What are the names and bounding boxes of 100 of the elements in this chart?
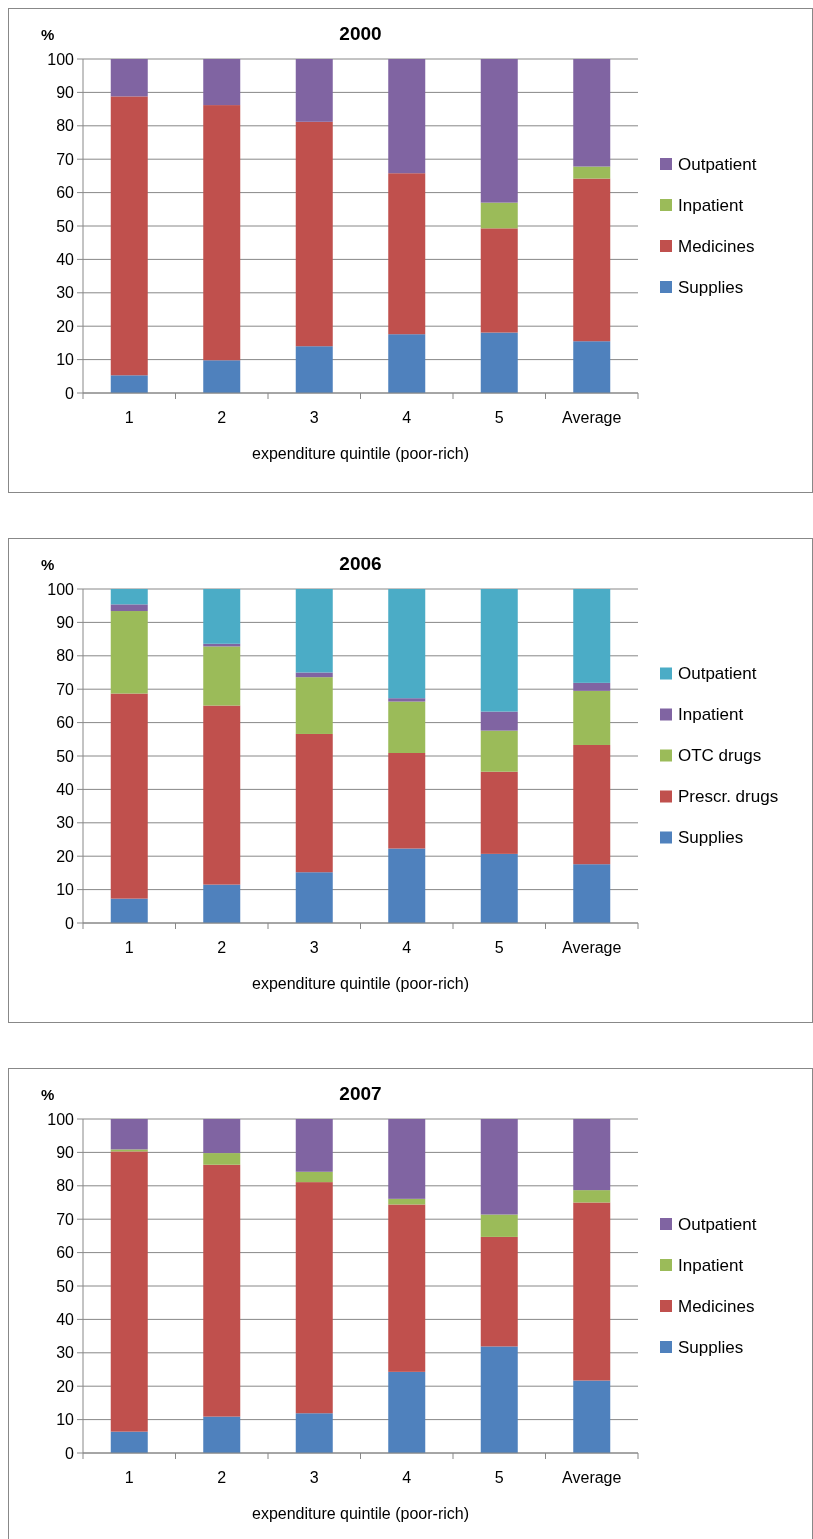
x-tick-label: 5 — [494, 939, 504, 956]
y-tick-label: 60 — [56, 714, 75, 732]
bar — [573, 864, 611, 923]
bar — [480, 59, 518, 203]
x-tick-label: 5 — [494, 1469, 504, 1486]
bar — [480, 1119, 518, 1215]
legend-label: Outpatient — [678, 664, 757, 684]
y-tick-label: 100 — [47, 1110, 75, 1128]
bar — [573, 166, 611, 179]
y-tick-label: 10 — [56, 1411, 75, 1429]
y-tick-label: 20 — [56, 317, 75, 335]
legend-label: Inpatient — [678, 705, 744, 725]
y-tick-label: 10 — [56, 881, 75, 899]
x-tick-label: 5 — [494, 409, 504, 426]
bar — [203, 589, 241, 644]
chart-title: 2007 — [339, 1083, 382, 1104]
bar — [388, 1204, 426, 1372]
y-tick-label: 0 — [65, 914, 75, 932]
bar — [388, 589, 426, 699]
bar — [573, 1202, 611, 1381]
y-tick-label: 100 — [47, 580, 75, 598]
y-tick-label: 30 — [56, 814, 75, 832]
y-axis-title: % — [41, 1086, 55, 1103]
bar — [203, 1153, 241, 1165]
bar — [480, 730, 518, 772]
bar — [573, 690, 611, 745]
y-tick-label: 70 — [56, 680, 75, 698]
x-tick-label: 4 — [402, 409, 412, 426]
bar — [295, 733, 333, 873]
y-tick-label: 100 — [47, 50, 75, 68]
legend-label: Supplies — [678, 828, 744, 848]
bar — [295, 1171, 333, 1183]
y-tick-label: 80 — [56, 117, 75, 135]
bar — [203, 884, 241, 923]
legend-label: Prescr. drugs — [678, 787, 779, 807]
y-axis-title: % — [41, 556, 55, 573]
y-tick-label: 0 — [65, 384, 75, 402]
x-tick-label: 2 — [217, 409, 227, 426]
x-tick-label: 1 — [124, 409, 134, 426]
bar — [295, 59, 333, 122]
y-tick-label: 50 — [56, 1277, 75, 1295]
bar — [110, 611, 148, 694]
y-tick-label: 10 — [56, 351, 75, 369]
bar — [388, 59, 426, 174]
bar — [110, 1151, 148, 1432]
bar — [110, 1149, 148, 1152]
y-tick-label: 60 — [56, 1244, 75, 1262]
bar — [480, 771, 518, 854]
bar — [388, 1119, 426, 1199]
y-tick-label: 30 — [56, 284, 75, 302]
x-tick-label: 1 — [124, 939, 134, 956]
bar — [573, 59, 611, 167]
bar — [573, 682, 611, 691]
bar — [480, 1236, 518, 1347]
y-axis-title: % — [41, 26, 55, 43]
chart-title: 2006 — [339, 553, 382, 574]
chart-title: 2000 — [339, 23, 382, 44]
bar — [573, 1190, 611, 1203]
bar — [573, 341, 611, 393]
bar — [480, 332, 518, 393]
bar — [295, 1413, 333, 1453]
x-tick-label: 2 — [217, 939, 227, 956]
bar — [110, 1119, 148, 1150]
bar — [110, 693, 148, 899]
bar — [203, 105, 241, 361]
x-tick-label: 2 — [217, 1469, 227, 1486]
bar — [203, 1416, 241, 1453]
bar — [480, 1346, 518, 1453]
x-tick-label: 3 — [309, 1469, 319, 1486]
bar — [480, 228, 518, 333]
y-tick-label: 80 — [56, 647, 75, 665]
bar — [480, 202, 518, 229]
x-tick-label: Average — [562, 1469, 622, 1486]
bar — [110, 96, 148, 376]
legend-label: Medicines — [678, 1296, 755, 1316]
bar — [110, 604, 148, 612]
y-tick-label: 90 — [56, 84, 75, 101]
y-tick-label: 60 — [56, 184, 75, 202]
x-tick-label: Average — [562, 939, 622, 956]
y-tick-label: 90 — [56, 614, 75, 631]
x-axis-title: expenditure quintile (poor-rich) — [252, 445, 469, 462]
y-tick-label: 50 — [56, 747, 75, 765]
bar — [295, 872, 333, 923]
bar — [295, 589, 333, 673]
bar — [388, 1371, 426, 1453]
x-tick-label: 4 — [402, 1469, 412, 1486]
bar — [203, 360, 241, 393]
bar — [203, 646, 241, 706]
legend-label: Outpatient — [678, 1214, 757, 1234]
legend-label: OTC drugs — [678, 746, 762, 766]
bar — [203, 59, 241, 106]
x-axis-title: expenditure quintile (poor-rich) — [252, 975, 469, 992]
x-tick-label: 4 — [402, 939, 412, 956]
bar — [388, 698, 426, 702]
bar — [573, 589, 611, 683]
bar — [573, 1119, 611, 1191]
bar — [573, 744, 611, 865]
y-tick-label: 90 — [56, 1144, 75, 1161]
bar — [295, 1182, 333, 1414]
legend-label: Supplies — [678, 1337, 744, 1357]
